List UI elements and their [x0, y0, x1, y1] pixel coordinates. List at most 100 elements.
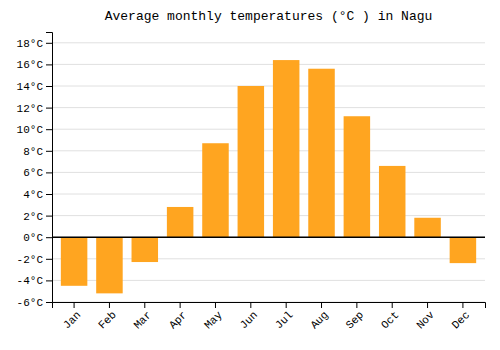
tick-mark	[46, 108, 52, 109]
tick: 8°C	[23, 146, 52, 158]
tick: Jan	[61, 302, 83, 331]
tick: -4°C	[17, 275, 52, 287]
tick-label: 10°C	[17, 124, 44, 136]
bar	[238, 86, 265, 237]
grid-line	[52, 194, 485, 195]
tick-mark	[462, 302, 463, 308]
bar	[132, 237, 159, 262]
bar	[379, 166, 406, 237]
tick-label: 14°C	[17, 81, 44, 93]
grid-line	[52, 107, 485, 108]
tick-mark	[144, 302, 145, 308]
grid	[52, 43, 485, 302]
tick-mark	[46, 259, 52, 260]
tick: Jul	[273, 302, 295, 331]
tick-label: -4°C	[17, 275, 44, 287]
grid-line	[52, 86, 485, 87]
tick-mark	[321, 302, 322, 308]
tick-mark	[46, 172, 52, 173]
tick-label: Nov	[414, 309, 437, 332]
tick: 0°C	[23, 232, 52, 244]
tick-mark	[46, 194, 52, 195]
grid-line	[52, 215, 485, 216]
tick: 2°C	[23, 211, 52, 223]
bar	[202, 143, 229, 237]
tick: 4°C	[23, 189, 52, 201]
grid-line	[52, 64, 485, 65]
tick-label: May	[202, 309, 225, 332]
tick-label: 18°C	[17, 38, 44, 50]
bars	[52, 60, 485, 293]
tick-label: 2°C	[23, 211, 43, 223]
tick: Sep	[344, 302, 366, 331]
tick-label: 16°C	[17, 59, 44, 71]
x-axis: Jan Feb Mar Apr May Jun Jul Aug Sep Oct Nov Dec	[53, 302, 486, 331]
tick: May	[202, 302, 225, 331]
tick-mark	[109, 302, 110, 308]
tick: 12°C	[17, 103, 52, 115]
tick-mark	[46, 43, 52, 44]
grid-line	[52, 172, 485, 173]
bar	[308, 69, 335, 237]
bar	[450, 237, 477, 263]
tick-label: 0°C	[23, 232, 43, 244]
tick-mark	[46, 86, 52, 87]
tick: Apr	[167, 302, 189, 331]
grid-line	[52, 129, 485, 130]
tick: Oct	[379, 302, 401, 331]
tick: 6°C	[23, 167, 52, 179]
plot: -6°C -4°C -2°C 0°C 2°C 4°C 6°C 8°C 10°C 12°C 14°C 1…	[17, 33, 486, 332]
tick-label: Sep	[344, 309, 366, 331]
tick: 10°C	[17, 124, 52, 136]
tick-label: 8°C	[23, 146, 43, 158]
tick-label: Dec	[450, 309, 472, 331]
tick-label: Mar	[132, 309, 154, 331]
zero-line	[52, 236, 485, 238]
tick-mark	[427, 302, 428, 308]
tick: -2°C	[17, 254, 52, 266]
tick-label: 12°C	[17, 103, 44, 115]
tick-mark	[392, 302, 393, 308]
tick-mark	[46, 151, 52, 152]
grid-line	[52, 42, 485, 43]
tick-mark	[46, 216, 52, 217]
tick-mark	[46, 302, 52, 303]
axis-line	[53, 303, 486, 309]
tick: 16°C	[17, 59, 52, 71]
chart: -6°C -4°C -2°C 0°C 2°C 4°C 6°C 8°C 10°C 12°C 14°C 1…	[0, 0, 500, 350]
tick-label: -2°C	[17, 254, 44, 266]
bar	[273, 60, 300, 237]
tick-label: Jul	[273, 309, 295, 331]
tick: Dec	[450, 302, 472, 331]
tick: Mar	[132, 302, 154, 331]
tick-mark	[250, 302, 251, 308]
tick-mark	[356, 302, 357, 308]
tick-mark	[74, 302, 75, 308]
bar	[167, 207, 194, 237]
tick-mark	[46, 129, 52, 130]
tick-label: Oct	[379, 309, 401, 331]
bar	[344, 116, 371, 237]
title: Average monthly temperatures (°C ) in Na…	[105, 9, 433, 24]
tick: 14°C	[17, 81, 52, 93]
tick-mark	[46, 64, 52, 65]
tick-mark	[215, 302, 216, 308]
tick-mark	[180, 302, 181, 308]
bar	[61, 237, 88, 286]
bar	[96, 237, 123, 293]
tick-mark	[46, 237, 52, 238]
tick-label: Aug	[308, 309, 330, 331]
tick-mark	[286, 302, 287, 308]
tick-label: -6°C	[17, 297, 44, 309]
grid-line	[52, 237, 485, 238]
tick-mark	[46, 280, 52, 281]
tick-label: Jan	[61, 309, 83, 331]
axis-line	[46, 33, 53, 303]
tick: -6°C	[17, 297, 52, 309]
tick: Aug	[308, 302, 330, 331]
tick: Jun	[238, 302, 260, 331]
tick-label: Feb	[96, 309, 118, 331]
bar	[414, 218, 441, 237]
tick: Nov	[414, 302, 437, 331]
tick-label: 6°C	[23, 167, 43, 179]
